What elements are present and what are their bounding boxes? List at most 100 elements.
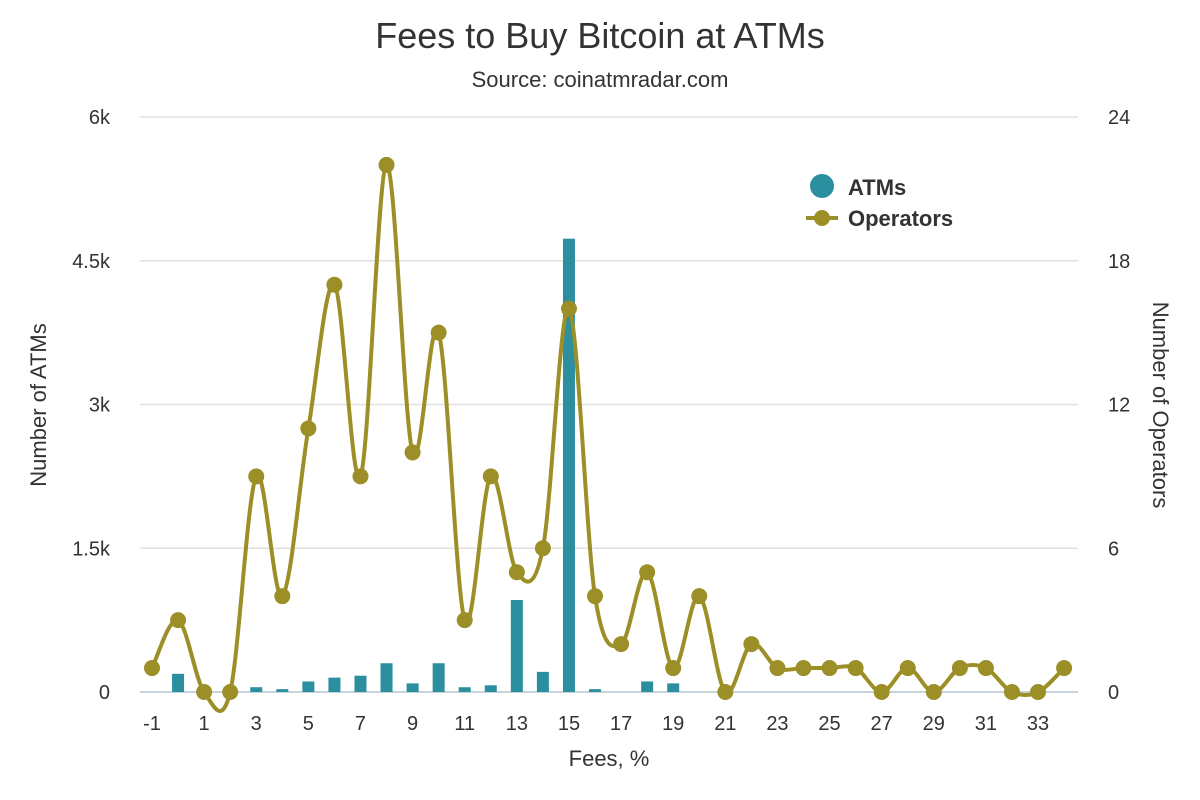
x-tick-label: 3 (251, 713, 262, 735)
x-tick-label: 17 (610, 713, 632, 735)
operators-points (144, 156, 1073, 700)
legend-item-atms[interactable]: ATMs (810, 174, 906, 200)
x-tick-label: 23 (766, 713, 788, 735)
atm-bar[interactable] (250, 687, 263, 692)
operators-point[interactable] (404, 444, 421, 461)
atm-bar[interactable] (589, 689, 602, 692)
x-tick-label: 13 (506, 713, 528, 735)
x-tick-label: 15 (558, 713, 580, 735)
x-tick-label: 19 (662, 713, 684, 735)
x-tick-label: 9 (407, 713, 418, 735)
atm-bar[interactable] (276, 689, 289, 692)
operators-point[interactable] (951, 660, 968, 677)
legend-atms-label: ATMs (848, 175, 906, 200)
atm-bar[interactable] (328, 677, 341, 692)
operators-point[interactable] (925, 684, 942, 700)
left-y-tick-label: 1.5k (72, 538, 111, 560)
operators-point[interactable] (248, 468, 265, 485)
operators-point[interactable] (456, 612, 473, 629)
operators-point[interactable] (378, 156, 395, 173)
x-axis-ticks: -1 1 3 5 7 9 11 13 15 17 19 21 23 25 27 29 31 33 (143, 713, 1049, 735)
operators-point[interactable] (977, 660, 994, 677)
x-tick-label: -1 (143, 713, 161, 735)
operators-point[interactable] (300, 420, 317, 437)
x-tick-label: 11 (454, 713, 475, 735)
left-y-tick-label: 3k (89, 395, 111, 417)
atm-bar[interactable] (354, 675, 367, 692)
atm-bar[interactable] (641, 681, 654, 692)
atm-bar[interactable] (667, 683, 680, 692)
x-tick-label: 29 (923, 713, 945, 735)
operators-point[interactable] (769, 660, 786, 677)
atm-bar[interactable] (562, 238, 575, 693)
operators-line (150, 162, 1066, 713)
atm-bar[interactable] (172, 673, 185, 692)
right-y-tick-label: 12 (1108, 395, 1130, 417)
atm-bar[interactable] (510, 600, 523, 692)
right-axis-ticks: 0 6 12 18 24 (1108, 107, 1130, 704)
operators-point[interactable] (691, 588, 708, 605)
right-y-tick-label: 6 (1108, 538, 1119, 560)
x-tick-label: 33 (1027, 713, 1049, 735)
operators-point[interactable] (352, 468, 369, 485)
operators-point[interactable] (326, 276, 343, 293)
right-y-tick-label: 0 (1108, 682, 1119, 704)
right-axis-title: Number of Operators (1148, 302, 1173, 509)
left-y-tick-label: 4.5k (72, 251, 111, 273)
operators-point[interactable] (534, 540, 551, 557)
chart-title: Fees to Buy Bitcoin at ATMs (375, 15, 825, 56)
operators-point[interactable] (821, 660, 838, 677)
legend-atms-swatch (810, 174, 834, 198)
legend-operators-label: Operators (848, 206, 953, 231)
atm-bar[interactable] (406, 683, 419, 692)
x-tick-label: 21 (714, 713, 736, 735)
operators-point[interactable] (743, 636, 760, 653)
x-axis-title: Fees, % (569, 746, 650, 771)
left-axis-title: Number of ATMs (26, 323, 51, 486)
legend-item-operators[interactable]: Operators (806, 206, 953, 231)
x-tick-label: 5 (303, 713, 314, 735)
legend-operators-swatch (814, 210, 830, 226)
legend: ATMs Operators (806, 174, 953, 231)
x-tick-label: 25 (818, 713, 840, 735)
atm-bar[interactable] (458, 687, 471, 692)
x-tick-label: 31 (975, 713, 997, 735)
x-tick-label: 1 (199, 713, 210, 735)
x-tick-label: 7 (355, 713, 366, 735)
operators-point[interactable] (170, 612, 187, 629)
operators-point[interactable] (560, 300, 577, 317)
operators-point[interactable] (847, 660, 864, 677)
operators-point[interactable] (430, 324, 447, 341)
atm-bar[interactable] (536, 671, 549, 692)
chart-subtitle: Source: coinatmradar.com (472, 67, 729, 92)
operators-line-path (150, 162, 1066, 713)
x-tick-label: 27 (871, 713, 893, 735)
operators-point[interactable] (639, 564, 656, 581)
atm-bar[interactable] (380, 663, 393, 692)
operators-point[interactable] (587, 588, 604, 605)
operators-point[interactable] (508, 564, 525, 581)
operators-point[interactable] (717, 684, 734, 700)
operators-point[interactable] (613, 636, 630, 653)
operators-point[interactable] (274, 588, 291, 605)
atm-bar[interactable] (302, 681, 315, 692)
operators-point[interactable] (196, 684, 213, 700)
left-y-tick-label: 6k (89, 107, 111, 129)
operators-point[interactable] (665, 660, 682, 677)
left-axis-ticks: 0 1.5k 3k 4.5k 6k (72, 107, 111, 704)
operators-point[interactable] (482, 468, 499, 485)
atm-bar[interactable] (432, 663, 445, 692)
right-y-tick-label: 24 (1108, 107, 1130, 129)
operators-point[interactable] (899, 660, 916, 677)
operators-point[interactable] (1030, 684, 1047, 700)
operators-point[interactable] (795, 660, 812, 677)
atm-bars (172, 238, 680, 693)
atm-bar[interactable] (484, 685, 497, 692)
operators-point[interactable] (144, 660, 160, 677)
operators-point[interactable] (1056, 660, 1073, 677)
left-y-tick-label: 0 (99, 682, 110, 704)
operators-point[interactable] (1003, 684, 1020, 700)
operators-point[interactable] (222, 684, 239, 700)
operators-point[interactable] (873, 684, 890, 700)
